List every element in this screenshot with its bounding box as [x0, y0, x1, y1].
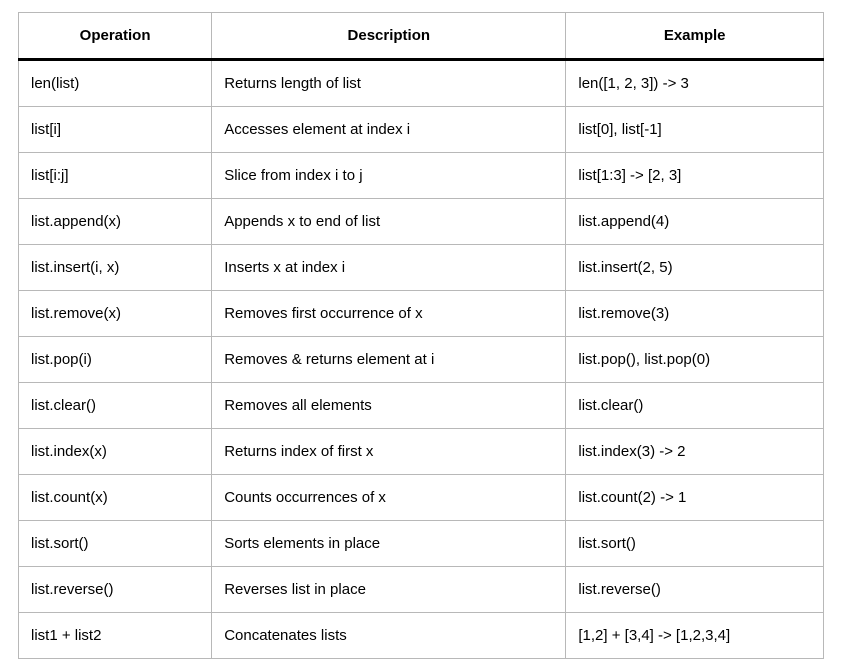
table-row: list[i]Accesses element at index ilist[0…	[19, 107, 824, 153]
table-row: list.count(x)Counts occurrences of xlist…	[19, 475, 824, 521]
table-cell: list.append(x)	[19, 199, 212, 245]
table-row: list.clear()Removes all elementslist.cle…	[19, 383, 824, 429]
table-cell: list.pop(), list.pop(0)	[566, 337, 824, 383]
table-cell: list.index(3) -> 2	[566, 429, 824, 475]
table-cell: list.reverse()	[19, 567, 212, 613]
table-row: list.pop(i)Removes & returns element at …	[19, 337, 824, 383]
table-row: list.index(x)Returns index of first xlis…	[19, 429, 824, 475]
table-row: list.remove(x)Removes first occurrence o…	[19, 291, 824, 337]
table-cell: Returns index of first x	[212, 429, 566, 475]
table-cell: list.insert(2, 5)	[566, 245, 824, 291]
table-cell: list.count(2) -> 1	[566, 475, 824, 521]
table-row: list1 + list2Concatenates lists[1,2] + […	[19, 613, 824, 659]
table-row: list.insert(i, x)Inserts x at index ilis…	[19, 245, 824, 291]
table-cell: list[1:3] -> [2, 3]	[566, 153, 824, 199]
table-body: len(list)Returns length of listlen([1, 2…	[19, 60, 824, 659]
table-row: list.reverse()Reverses list in placelist…	[19, 567, 824, 613]
table-cell: list.count(x)	[19, 475, 212, 521]
table-cell: list.insert(i, x)	[19, 245, 212, 291]
table-row: list.append(x)Appends x to end of listli…	[19, 199, 824, 245]
table-cell: Accesses element at index i	[212, 107, 566, 153]
table-row: list.sort()Sorts elements in placelist.s…	[19, 521, 824, 567]
table-cell: list.sort()	[19, 521, 212, 567]
table-cell: list[i]	[19, 107, 212, 153]
table-cell: Slice from index i to j	[212, 153, 566, 199]
table-cell: len(list)	[19, 60, 212, 107]
table-cell: list.clear()	[19, 383, 212, 429]
col-header-description: Description	[212, 13, 566, 60]
table-cell: list.sort()	[566, 521, 824, 567]
table-row: len(list)Returns length of listlen([1, 2…	[19, 60, 824, 107]
table-cell: Sorts elements in place	[212, 521, 566, 567]
table-head: Operation Description Example	[19, 13, 824, 60]
col-header-operation: Operation	[19, 13, 212, 60]
table-cell: list.reverse()	[566, 567, 824, 613]
table-cell: Returns length of list	[212, 60, 566, 107]
table-cell: Counts occurrences of x	[212, 475, 566, 521]
page-container: Operation Description Example len(list)R…	[0, 0, 842, 671]
table-row: list[i:j]Slice from index i to jlist[1:3…	[19, 153, 824, 199]
col-header-example: Example	[566, 13, 824, 60]
table-cell: len([1, 2, 3]) -> 3	[566, 60, 824, 107]
table-cell: [1,2] + [3,4] -> [1,2,3,4]	[566, 613, 824, 659]
table-cell: list[i:j]	[19, 153, 212, 199]
table-cell: Removes & returns element at i	[212, 337, 566, 383]
list-operations-table: Operation Description Example len(list)R…	[18, 12, 824, 659]
table-cell: list.remove(3)	[566, 291, 824, 337]
table-cell: list[0], list[-1]	[566, 107, 824, 153]
table-cell: list.remove(x)	[19, 291, 212, 337]
table-cell: list.pop(i)	[19, 337, 212, 383]
table-header-row: Operation Description Example	[19, 13, 824, 60]
table-cell: list.clear()	[566, 383, 824, 429]
table-cell: list1 + list2	[19, 613, 212, 659]
table-cell: Removes first occurrence of x	[212, 291, 566, 337]
table-cell: Inserts x at index i	[212, 245, 566, 291]
table-cell: Removes all elements	[212, 383, 566, 429]
table-cell: list.index(x)	[19, 429, 212, 475]
table-cell: Appends x to end of list	[212, 199, 566, 245]
table-cell: Reverses list in place	[212, 567, 566, 613]
table-cell: Concatenates lists	[212, 613, 566, 659]
table-cell: list.append(4)	[566, 199, 824, 245]
